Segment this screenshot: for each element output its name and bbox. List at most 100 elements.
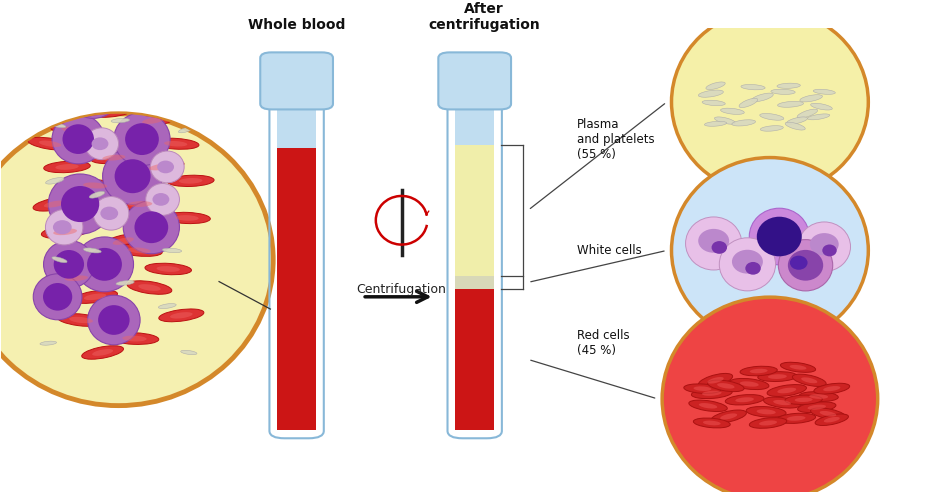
Ellipse shape	[774, 400, 791, 405]
Ellipse shape	[96, 108, 120, 114]
Ellipse shape	[741, 84, 765, 90]
Ellipse shape	[823, 386, 840, 391]
Ellipse shape	[763, 397, 801, 408]
Ellipse shape	[85, 128, 118, 160]
Ellipse shape	[732, 120, 756, 126]
Text: Plasma
and platelets
(55 %): Plasma and platelets (55 %)	[577, 118, 654, 161]
Ellipse shape	[93, 197, 129, 230]
Ellipse shape	[702, 100, 726, 106]
Ellipse shape	[87, 248, 122, 281]
Ellipse shape	[800, 95, 822, 102]
Ellipse shape	[137, 160, 184, 174]
Ellipse shape	[116, 281, 134, 285]
Text: White cells: White cells	[577, 244, 642, 257]
Ellipse shape	[768, 374, 787, 379]
Ellipse shape	[801, 377, 818, 383]
Ellipse shape	[98, 305, 130, 335]
Ellipse shape	[698, 373, 732, 387]
Ellipse shape	[43, 283, 72, 311]
Ellipse shape	[101, 207, 118, 220]
Ellipse shape	[92, 349, 113, 356]
Ellipse shape	[91, 138, 108, 150]
Ellipse shape	[72, 290, 118, 303]
Ellipse shape	[70, 317, 93, 323]
Ellipse shape	[703, 421, 721, 425]
Ellipse shape	[44, 161, 90, 173]
Ellipse shape	[61, 186, 100, 222]
Ellipse shape	[758, 372, 797, 382]
Ellipse shape	[785, 122, 806, 130]
Ellipse shape	[767, 385, 807, 396]
Ellipse shape	[50, 123, 95, 136]
Ellipse shape	[180, 351, 197, 354]
Ellipse shape	[132, 63, 186, 114]
Ellipse shape	[797, 109, 818, 118]
Ellipse shape	[777, 102, 804, 107]
Ellipse shape	[50, 123, 66, 128]
Ellipse shape	[110, 333, 159, 345]
Ellipse shape	[75, 237, 133, 292]
Ellipse shape	[39, 141, 61, 147]
Ellipse shape	[790, 365, 807, 370]
Ellipse shape	[53, 220, 71, 234]
Ellipse shape	[71, 179, 119, 192]
Ellipse shape	[45, 210, 83, 245]
Ellipse shape	[82, 346, 123, 359]
Ellipse shape	[102, 148, 163, 205]
Ellipse shape	[57, 314, 104, 326]
Ellipse shape	[122, 336, 147, 342]
Ellipse shape	[48, 174, 112, 234]
Ellipse shape	[785, 395, 822, 404]
Ellipse shape	[683, 384, 721, 393]
Text: After
centrifugation: After centrifugation	[429, 2, 540, 33]
Ellipse shape	[746, 407, 786, 417]
Ellipse shape	[158, 304, 176, 309]
Ellipse shape	[131, 114, 176, 127]
Ellipse shape	[712, 241, 727, 254]
Ellipse shape	[708, 377, 724, 384]
Ellipse shape	[749, 418, 787, 428]
Bar	[277, 148, 316, 430]
Ellipse shape	[798, 402, 836, 413]
Ellipse shape	[150, 151, 184, 183]
Ellipse shape	[777, 387, 796, 393]
Ellipse shape	[776, 413, 816, 423]
Ellipse shape	[84, 248, 102, 253]
Ellipse shape	[157, 161, 174, 174]
Ellipse shape	[164, 141, 187, 146]
Ellipse shape	[89, 191, 104, 198]
Ellipse shape	[750, 369, 768, 373]
Ellipse shape	[179, 127, 194, 133]
Ellipse shape	[760, 113, 784, 120]
Bar	[455, 289, 494, 430]
Ellipse shape	[163, 248, 181, 252]
Ellipse shape	[143, 72, 175, 104]
Ellipse shape	[138, 284, 161, 291]
Ellipse shape	[771, 89, 795, 94]
Ellipse shape	[778, 240, 833, 291]
Ellipse shape	[52, 257, 67, 263]
Ellipse shape	[66, 67, 120, 118]
Ellipse shape	[711, 410, 746, 423]
Ellipse shape	[146, 183, 180, 215]
Bar	[277, 102, 316, 148]
Ellipse shape	[0, 114, 274, 406]
Ellipse shape	[29, 91, 75, 104]
Ellipse shape	[54, 250, 84, 279]
Ellipse shape	[159, 309, 204, 322]
Ellipse shape	[792, 374, 826, 387]
Ellipse shape	[40, 341, 56, 345]
Text: Red cells
(45 %): Red cells (45 %)	[577, 329, 630, 357]
FancyBboxPatch shape	[438, 52, 511, 109]
FancyBboxPatch shape	[260, 52, 333, 109]
Ellipse shape	[134, 211, 168, 243]
Ellipse shape	[698, 90, 724, 97]
Ellipse shape	[706, 82, 726, 90]
Ellipse shape	[117, 245, 163, 256]
Ellipse shape	[810, 233, 838, 255]
Text: Whole blood: Whole blood	[248, 18, 345, 33]
Ellipse shape	[739, 98, 758, 107]
Ellipse shape	[714, 117, 735, 124]
Ellipse shape	[28, 138, 72, 150]
Ellipse shape	[780, 362, 816, 372]
